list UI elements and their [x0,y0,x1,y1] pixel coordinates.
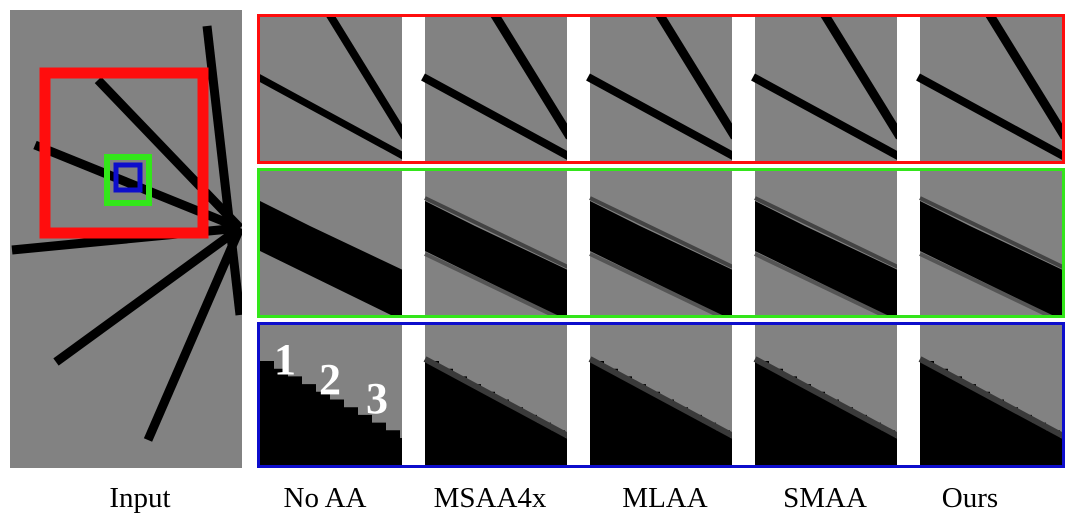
green-zoom-separator [732,171,755,315]
red-zoom-tile-mlaa [586,17,739,161]
blue-zoom-separator [402,325,425,465]
zoom-box-blue [113,162,143,193]
blue-zoom-row: 1 2 3 [257,322,1065,468]
green-zoom-separator [567,171,590,315]
red-zoom-row [257,14,1065,164]
green-zoom-tile-ours [919,171,1062,315]
red-zoom-separator [402,17,425,161]
input-panel [10,10,242,468]
green-zoom-tile-mlaa [589,171,736,315]
zoom-box-red [39,67,209,239]
zoom-number-3: 3 [366,374,388,423]
caption-ours: Ours [941,482,999,514]
blue-zoom-tile-no-aa [260,325,405,465]
blue-zoom-tile-msaa4x [423,325,572,465]
green-zoom-tile-smaa [754,171,901,315]
caption-input: Input [109,482,171,514]
caption-row: Input No AA MSAA4x MLAA SMAA Ours [0,478,1082,518]
red-zoom-tile-msaa4x [421,17,574,161]
red-zoom-tile-ours [916,17,1062,161]
blue-zoom-separator [732,325,755,465]
caption-smaa: SMAA [783,482,867,514]
red-zoom-separator [732,17,755,161]
zoom-number-1: 1 [274,335,296,384]
red-zoom-separator [567,17,590,161]
red-zoom-tile-no-aa [260,17,409,161]
green-zoom-row [257,168,1065,318]
red-zoom-separator [897,17,920,161]
blue-zoom-separator [897,325,920,465]
caption-no-aa: No AA [283,482,367,514]
green-zoom-separator [402,171,425,315]
zoom-number-2: 2 [319,355,341,404]
blue-zoom-tile-mlaa [588,325,737,465]
blue-zoom-tile-smaa [753,325,902,465]
green-zoom-tile-msaa4x [424,171,571,315]
red-zoom-tile-smaa [751,17,904,161]
green-zoom-tile-no-aa [260,171,405,315]
blue-zoom-separator [567,325,590,465]
blue-zoom-tile-ours [918,325,1062,465]
caption-mlaa: MLAA [622,482,708,514]
caption-msaa4x: MSAA4x [433,482,547,514]
zoom-box-green [104,154,152,206]
green-zoom-separator [897,171,920,315]
